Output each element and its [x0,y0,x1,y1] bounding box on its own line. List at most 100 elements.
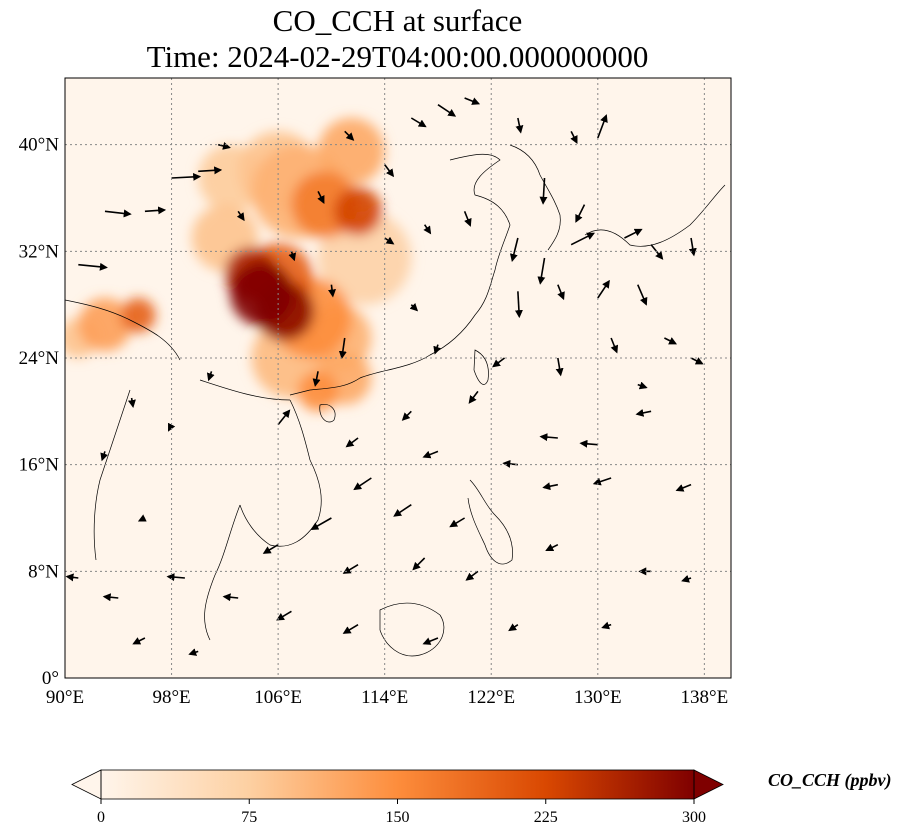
wind-vector [509,237,519,262]
wind-vector [681,574,692,583]
wind-vector [276,610,292,621]
colorbar-tick-label: 225 [534,809,558,826]
lat-tick-label: 16°N [19,455,60,476]
wind-vector [514,291,523,319]
colorbar: 0 75 150 225 300 [71,769,724,826]
wind-vector [345,437,359,448]
wind-vector [539,177,548,205]
colorbar-label: CO_CCH (ppbv) [768,770,892,790]
wind-vector [198,166,223,175]
wind-vector [188,648,199,656]
wind-vector [412,557,426,571]
wind-vector [545,543,559,551]
wind-vector [539,433,558,442]
lon-tick-label: 114°E [361,687,408,708]
wind-vector [579,439,598,448]
wind-vector [557,284,565,301]
lon-tick-labels: 90°E 98°E 106°E 114°E 122°E 130°E 138°E [46,687,728,708]
chart-title-line2: Time: 2024-02-29T04:00:00.000000000 [146,39,649,74]
concentration-blob [78,298,132,352]
lon-tick-label: 98°E [152,687,190,708]
wind-vector [675,483,692,492]
colorbar-ticks: 0 75 150 225 300 [97,799,706,826]
malay-peninsula [204,504,241,641]
wind-vector [422,637,439,645]
wind-vector [338,337,347,360]
wind-vector [468,390,479,404]
wind-vector [310,517,332,530]
lat-tick-label: 40°N [19,135,60,156]
wind-vector [542,482,558,491]
wind-vector [422,450,439,459]
wind-vector [171,172,202,181]
borneo [379,602,445,657]
wind-vector [597,114,608,139]
wind-vector [515,117,524,134]
wind-vector [449,517,466,528]
lat-tick-label: 24°N [19,348,60,369]
wind-vector [384,236,395,245]
wind-vector [463,211,472,227]
lat-tick-label: 0° [42,668,59,689]
concentration-blob [318,118,385,185]
lat-tick-label: 8°N [28,561,59,582]
china-coast [289,153,511,396]
wind-vector [262,543,279,554]
himalaya-border [65,299,181,361]
wind-vector [384,164,395,178]
wind-vector [353,477,372,491]
wind-vector [102,593,119,602]
wind-vector [312,371,321,387]
lon-tick-label: 90°E [46,687,84,708]
wind-vector [624,228,643,239]
wind-vector [597,279,610,299]
coastlines [65,144,726,657]
wind-vector [437,104,457,117]
laos-border [199,379,291,401]
wind-vector [465,570,479,581]
wind-vector [555,357,564,377]
wind-vector [393,504,412,517]
colorbar-bar [101,770,694,799]
map-frame [64,77,732,679]
wind-vectors [65,97,704,656]
vietnam-coast [239,399,322,547]
wind-vector [601,621,612,630]
philippines [467,479,513,565]
wind-vector [317,190,325,204]
wind-vector [344,130,355,141]
wind-vector [690,357,704,365]
myanmar-coast [93,389,131,561]
wind-vector [635,408,652,417]
wind-vector [570,130,578,144]
wind-vector [206,371,215,382]
wind-vector [328,284,336,298]
japan-coast [584,184,726,247]
colorbar-tick-label: 300 [682,809,706,826]
wind-vector [570,232,595,246]
concentration-blob [318,211,412,305]
colorbar-extend-high [693,769,724,800]
wind-vector [492,357,506,368]
wind-vector [236,210,245,222]
concentration-blob [334,187,383,236]
wind-vector [168,422,176,432]
concentration-blob [298,371,339,412]
concentration-blob [120,298,156,333]
map-background [65,78,731,678]
wind-vector [342,623,359,634]
lon-tick-label: 122°E [467,687,515,708]
wind-vector [537,257,546,285]
colorbar-tick-label: 75 [241,809,257,826]
wind-vector [664,337,678,345]
wind-vector [688,237,697,257]
wind-vector [401,410,412,421]
taiwan [473,349,489,385]
lat-tick-labels: 0° 8°N 16°N 24°N 32°N 40°N [19,135,60,689]
wind-vector [78,262,108,271]
hainan [319,404,336,423]
lon-tick-label: 130°E [574,687,622,708]
wind-vector [610,337,619,354]
wind-vector [288,251,297,262]
